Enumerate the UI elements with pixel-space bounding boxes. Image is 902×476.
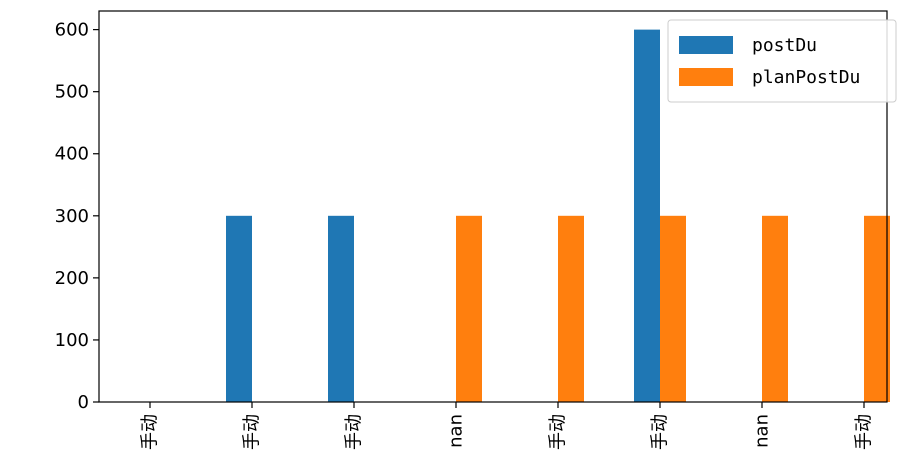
legend-box <box>667 19 897 103</box>
y-axis: 0 100 200 300 400 500 600 <box>55 20 99 413</box>
x-tick-label: 手动 <box>650 414 671 450</box>
x-tick-label: 手动 <box>344 414 365 450</box>
y-tick-label: 600 <box>55 20 89 41</box>
legend-label: planPostDu <box>752 67 860 88</box>
x-tick-label: 手动 <box>140 414 161 450</box>
plot-frame <box>98 10 888 403</box>
bar-planPostDu-6 <box>762 215 788 402</box>
x-axis: 手动 手动 手动 nan 手动 手动 nan 手动 <box>140 402 875 450</box>
bar-postDu-5 <box>634 29 660 402</box>
legend-label: postDu <box>752 35 817 56</box>
bar-postDu-1 <box>226 215 252 402</box>
x-tick-label: nan <box>446 414 467 448</box>
y-tick-label: 400 <box>55 144 89 165</box>
bar-planPostDu-4 <box>558 215 584 402</box>
y-tick-label: 200 <box>55 268 89 289</box>
y-tick-label: 300 <box>55 206 89 227</box>
legend: postDu planPostDu <box>667 19 897 103</box>
bar-planPostDu-3 <box>456 215 482 402</box>
y-tick-label: 0 <box>78 392 89 413</box>
legend-swatch-planPostDu <box>679 68 733 86</box>
x-tick-label: 手动 <box>854 414 875 450</box>
x-tick-label: 手动 <box>242 414 263 450</box>
y-tick-label: 500 <box>55 82 89 103</box>
bars-group <box>226 29 890 402</box>
bar-planPostDu-5 <box>660 215 686 402</box>
x-tick-label: nan <box>752 414 773 448</box>
bar-postDu-2 <box>328 215 354 402</box>
x-tick-label: 手动 <box>548 414 569 450</box>
legend-swatch-postDu <box>679 36 733 54</box>
y-tick-label: 100 <box>55 330 89 351</box>
bar-planPostDu-7 <box>864 215 890 402</box>
